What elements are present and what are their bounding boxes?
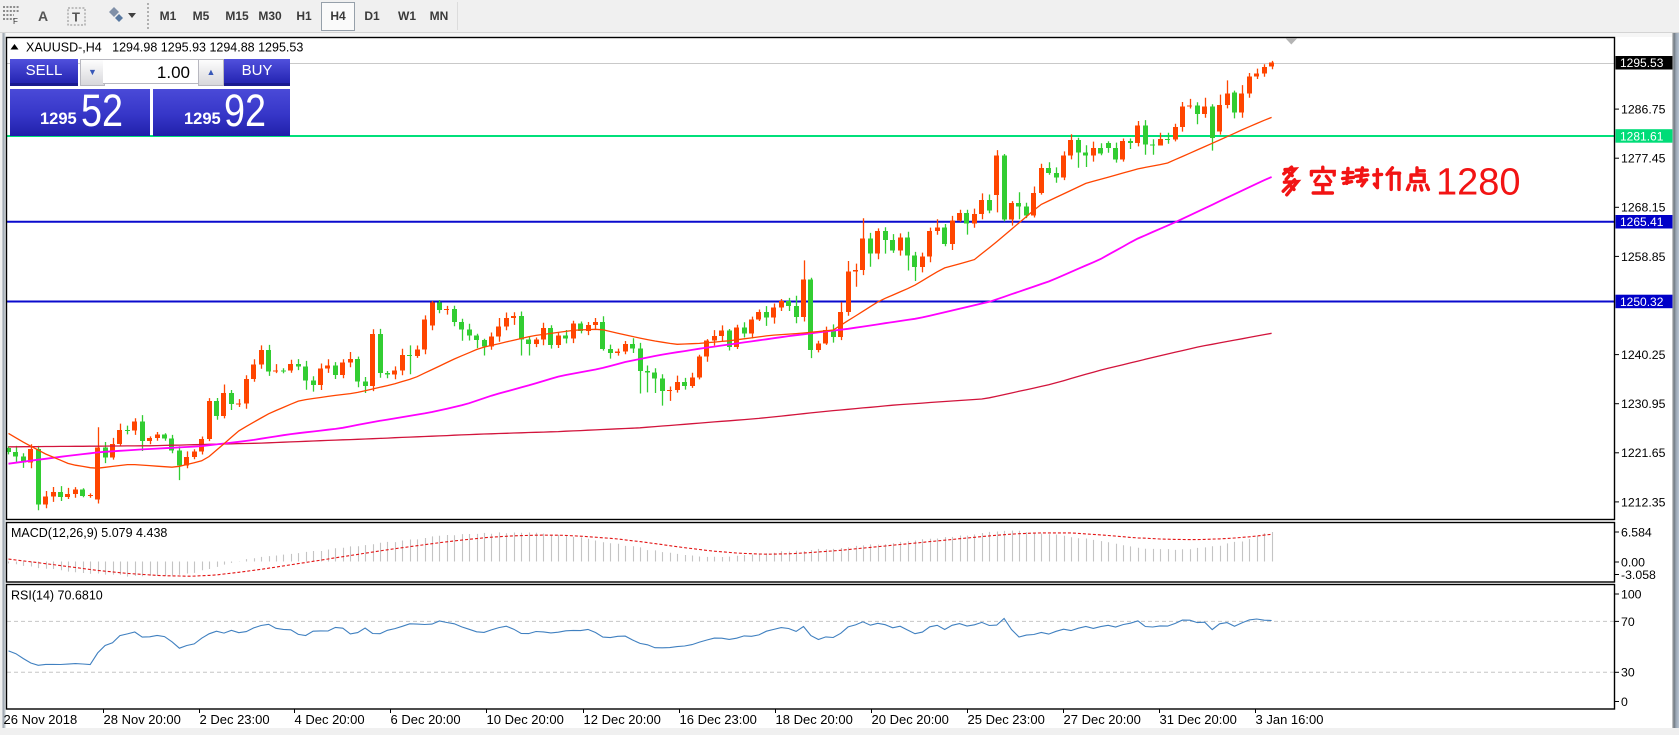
svg-text:1250.32: 1250.32	[1620, 295, 1664, 309]
svg-text:1240.25: 1240.25	[1621, 348, 1666, 362]
svg-text:1277.45: 1277.45	[1621, 152, 1666, 166]
svg-text:1286.75: 1286.75	[1621, 103, 1666, 117]
svg-text:1295.53: 1295.53	[1620, 56, 1664, 70]
svg-text:4 Dec 20:00: 4 Dec 20:00	[295, 712, 365, 727]
svg-text:12 Dec 20:00: 12 Dec 20:00	[584, 712, 661, 727]
svg-text:MACD(12,26,9) 5.079 4.438: MACD(12,26,9) 5.079 4.438	[11, 526, 167, 540]
svg-text:20 Dec 20:00: 20 Dec 20:00	[872, 712, 949, 727]
svg-text:18 Dec 20:00: 18 Dec 20:00	[776, 712, 853, 727]
svg-text:1258.85: 1258.85	[1621, 250, 1666, 264]
svg-text:0: 0	[1621, 695, 1628, 709]
svg-text:10 Dec 20:00: 10 Dec 20:00	[487, 712, 564, 727]
svg-text:6.584: 6.584	[1621, 525, 1652, 539]
svg-text:1212.35: 1212.35	[1621, 495, 1666, 509]
svg-text:6 Dec 20:00: 6 Dec 20:00	[391, 712, 461, 727]
svg-text:1265.41: 1265.41	[1620, 215, 1664, 229]
svg-text:XAUUSD-,H4 1294.98 1295.93 1: XAUUSD-,H4 1294.98 1295.93 1294.88 1295.…	[26, 41, 303, 55]
svg-text:1281.61: 1281.61	[1620, 129, 1664, 143]
svg-text:16 Dec 23:00: 16 Dec 23:00	[680, 712, 757, 727]
svg-text:T: T	[72, 10, 80, 25]
svg-text:26 Nov 2018: 26 Nov 2018	[4, 712, 78, 727]
svg-text:-3.058: -3.058	[1621, 568, 1656, 582]
svg-text:F: F	[13, 17, 18, 26]
svg-text:RSI(14) 70.6810: RSI(14) 70.6810	[11, 589, 103, 603]
svg-text:30: 30	[1621, 666, 1635, 680]
svg-text:1280: 1280	[1436, 162, 1521, 204]
svg-text:27 Dec 20:00: 27 Dec 20:00	[1064, 712, 1141, 727]
svg-text:3 Jan 16:00: 3 Jan 16:00	[1256, 712, 1324, 727]
svg-text:70: 70	[1621, 615, 1635, 629]
svg-text:1230.95: 1230.95	[1621, 397, 1666, 411]
svg-text:1221.65: 1221.65	[1621, 446, 1666, 460]
svg-text:31 Dec 20:00: 31 Dec 20:00	[1160, 712, 1237, 727]
svg-text:2 Dec 23:00: 2 Dec 23:00	[200, 712, 270, 727]
svg-text:A: A	[38, 8, 48, 24]
svg-text:100: 100	[1621, 587, 1642, 601]
svg-text:0.00: 0.00	[1621, 555, 1645, 569]
svg-text:25 Dec 23:00: 25 Dec 23:00	[968, 712, 1045, 727]
svg-text:28 Nov 20:00: 28 Nov 20:00	[104, 712, 181, 727]
svg-text:1268.15: 1268.15	[1621, 201, 1666, 215]
